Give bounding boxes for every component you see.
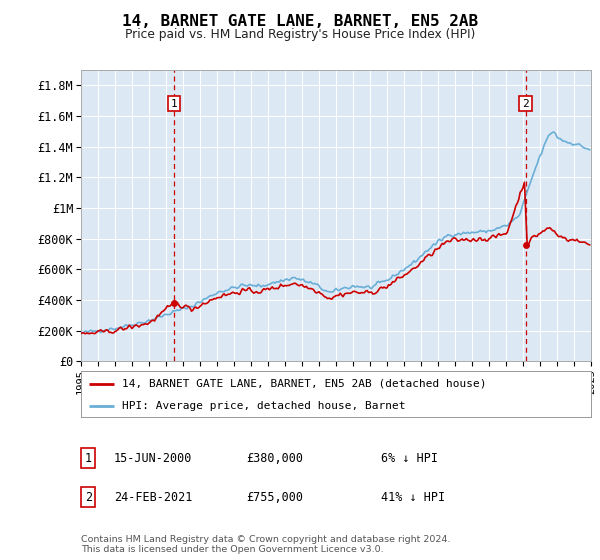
Text: £755,000: £755,000 xyxy=(246,491,303,504)
Text: 14, BARNET GATE LANE, BARNET, EN5 2AB: 14, BARNET GATE LANE, BARNET, EN5 2AB xyxy=(122,14,478,29)
Text: 41% ↓ HPI: 41% ↓ HPI xyxy=(381,491,445,504)
Text: 1: 1 xyxy=(85,451,92,465)
Text: 14, BARNET GATE LANE, BARNET, EN5 2AB (detached house): 14, BARNET GATE LANE, BARNET, EN5 2AB (d… xyxy=(122,379,487,389)
Text: 24-FEB-2021: 24-FEB-2021 xyxy=(114,491,193,504)
Text: 2: 2 xyxy=(85,491,92,504)
Text: £380,000: £380,000 xyxy=(246,451,303,465)
Text: 6% ↓ HPI: 6% ↓ HPI xyxy=(381,451,438,465)
Text: 1: 1 xyxy=(170,99,177,109)
Text: HPI: Average price, detached house, Barnet: HPI: Average price, detached house, Barn… xyxy=(122,401,406,411)
Text: 2: 2 xyxy=(522,99,529,109)
Text: Contains HM Land Registry data © Crown copyright and database right 2024.
This d: Contains HM Land Registry data © Crown c… xyxy=(81,535,451,554)
Text: 15-JUN-2000: 15-JUN-2000 xyxy=(114,451,193,465)
Text: Price paid vs. HM Land Registry's House Price Index (HPI): Price paid vs. HM Land Registry's House … xyxy=(125,28,475,41)
